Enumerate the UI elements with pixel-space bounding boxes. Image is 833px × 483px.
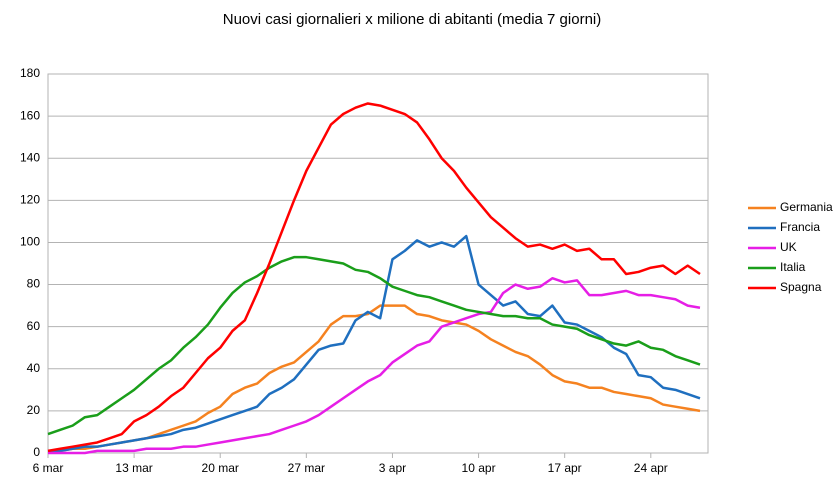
x-tick-label: 20 mar [202,461,239,475]
y-tick-label: 20 [27,403,41,417]
x-tick-label: 10 apr [462,461,496,475]
series-line [48,304,701,453]
y-tick-label: 60 [27,319,41,333]
legend-label: UK [780,240,797,254]
legend-label: Francia [780,220,820,234]
x-tick-label: 24 apr [634,461,668,475]
series-line [48,276,701,455]
y-tick-label: 100 [20,235,40,249]
y-tick-label: 0 [33,445,40,459]
y-tick-label: 120 [20,193,40,207]
y-tick-label: 80 [27,277,41,291]
y-tick-label: 140 [20,150,40,164]
x-tick-label: 17 apr [548,461,582,475]
series-line [48,234,701,453]
chart-title: Nuovi casi giornalieri x milione di abit… [223,11,602,28]
y-tick-label: 180 [20,66,40,80]
legend-label: Germania [780,200,833,214]
legend-label: Spagna [780,280,822,294]
x-tick-label: 3 apr [379,461,406,475]
plot-border [47,73,709,454]
x-tick-label: 6 mar [33,461,64,475]
series-line [47,102,701,453]
x-tick-label: 27 mar [288,461,325,475]
legend-label: Italia [780,260,806,274]
y-tick-label: 40 [27,361,41,375]
y-tick-label: 160 [20,108,40,122]
series-line [47,255,701,436]
x-tick-label: 13 mar [115,461,152,475]
